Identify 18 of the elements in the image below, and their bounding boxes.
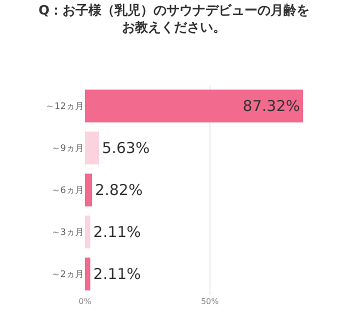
x-tick-label: 0% (78, 297, 92, 306)
bar (85, 132, 100, 164)
bar (85, 90, 303, 122)
data-label: 2.11% (93, 223, 141, 241)
data-label: 5.63% (102, 139, 150, 157)
data-label: 87.32% (242, 97, 300, 115)
y-tick-label: ～2ヵ月 (51, 270, 84, 280)
data-label: 2.11% (93, 265, 141, 283)
y-tick-label: ～9ヵ月 (51, 144, 84, 154)
y-tick-label: ～6ヵ月 (51, 186, 84, 196)
bar (85, 216, 90, 248)
data-label: 2.82% (95, 181, 143, 199)
bar (85, 258, 90, 290)
y-tick-label: ～3ヵ月 (51, 228, 84, 238)
y-tick-label: ～12ヵ月 (46, 102, 84, 112)
x-tick-label: 50% (200, 297, 220, 306)
chart-title: Q：お子様（乳児）のサウナデビューの月齢をお教えください。 (38, 2, 310, 36)
bar (85, 174, 92, 206)
